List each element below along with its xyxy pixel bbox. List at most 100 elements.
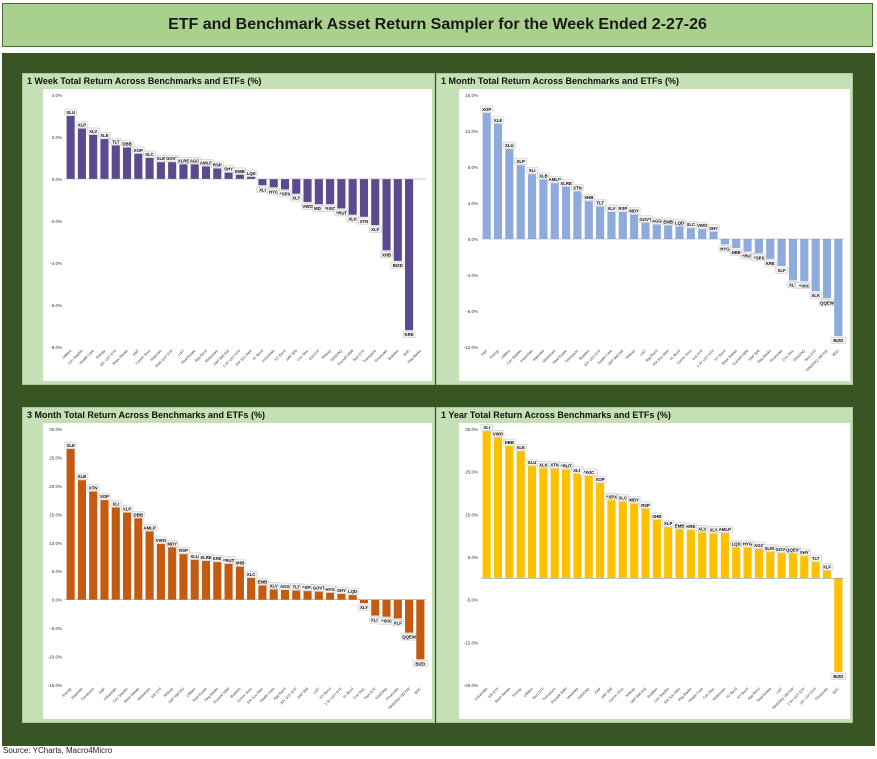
bar-tlt — [111, 145, 120, 179]
bar-ticker-label: XLK — [539, 462, 548, 467]
y-tick-label: 0.0% — [52, 177, 62, 182]
bar-ticker-label: XLRE — [200, 555, 212, 560]
bar-label-box — [717, 525, 733, 533]
bar-ticker-label: XHB — [584, 195, 593, 200]
bar-ticker-label: TLT — [596, 201, 604, 206]
bar-xhb — [382, 179, 391, 251]
bar-label-box — [525, 166, 539, 174]
bar-ticker-label: XLC — [687, 222, 696, 227]
chart-svg: -12.0% -8.0% -4.0% 0.0% 4.0% 8.0% 12.0% 16.0% XO… — [464, 93, 847, 372]
bar-label-box — [165, 540, 179, 548]
bar-ticker-label: MDY — [167, 541, 177, 546]
y-tick-label: -25.0% — [464, 683, 478, 688]
bar-ticker-label: RSP — [641, 503, 650, 508]
bar-ticker-label: XLB — [539, 174, 548, 179]
bar-ticker-label: XLI — [259, 187, 266, 192]
bar-agg — [652, 224, 661, 239]
bar-label-box — [593, 199, 607, 207]
x-category-label: Energy — [489, 349, 500, 360]
bar-ticker-label: SHY — [337, 588, 346, 593]
bar-ticker-label: TLT — [112, 139, 120, 144]
bar-ticker-label: DBB — [732, 250, 741, 255]
bar-spx — [607, 500, 616, 579]
bar-ticker-label: XLF — [823, 565, 831, 570]
bar-xlp — [77, 128, 86, 179]
bar-agg — [190, 164, 199, 179]
y-tick-label: 0.0% — [52, 598, 62, 603]
bar-ixic — [382, 599, 391, 617]
bar-label-box — [830, 336, 847, 344]
panel-1-week: 1 Week Total Return Across Benchmarks an… — [22, 73, 435, 385]
bar-label-box — [491, 430, 505, 438]
bar-xlf — [822, 570, 832, 579]
bar-ticker-label: MDY — [629, 498, 639, 503]
x-category-label: E&P — [594, 686, 602, 694]
bar-ticker-label: ^RUT — [223, 558, 235, 563]
bar-rsp — [213, 168, 222, 179]
bar-ticker-label: SHY — [800, 550, 809, 555]
y-tick-label: -12.0% — [464, 345, 478, 350]
bar-hyg — [720, 239, 729, 245]
source-note: Source: YCharts, Macro4Micro — [3, 746, 113, 755]
bar-label-box — [244, 169, 258, 177]
bar-xlf — [371, 179, 380, 226]
bar-label-box — [809, 554, 822, 562]
bar-ticker-label: EMB — [663, 220, 673, 225]
bar-tlt — [811, 562, 820, 579]
bar-ticker-label: XLY — [360, 605, 368, 610]
bar-spx — [754, 239, 764, 254]
bar-ticker-label: XHB — [652, 514, 661, 519]
bar-label-box — [764, 259, 777, 267]
bar-ticker-label: GOVT — [166, 156, 179, 161]
page-title: ETF and Benchmark Asset Return Sampler f… — [2, 3, 873, 47]
bar-ticker-label: AGG — [652, 219, 662, 224]
bar-xlc — [686, 228, 695, 239]
bar-label-box — [718, 245, 732, 253]
bar-kre — [686, 530, 695, 579]
bar-label-box — [627, 496, 641, 504]
y-tick-label: -15.0% — [464, 640, 478, 645]
bar-ticker-label: TLT — [292, 585, 300, 590]
bar-ticker-label: KRE — [213, 556, 222, 561]
bar-label-box — [346, 587, 359, 595]
bar-xlb — [573, 473, 582, 579]
bar-ixic — [800, 239, 809, 282]
y-tick-label: 15.0% — [49, 512, 62, 517]
bar-ticker-label: AGG — [190, 158, 200, 163]
bar-rsp — [179, 554, 188, 600]
bar-shy — [337, 593, 346, 600]
bar-label-box — [75, 121, 89, 129]
bar-qqew — [788, 553, 798, 579]
bar-spx — [303, 591, 312, 600]
x-category-label: Utilities — [523, 687, 534, 698]
y-tick-label: 0.0% — [468, 237, 478, 242]
x-category-label: UST — [639, 348, 647, 356]
bar-label-box — [707, 224, 720, 232]
y-tick-label: -5.0% — [466, 598, 478, 603]
y-tick-label: 8.0% — [468, 165, 478, 170]
bar-hyg — [326, 592, 335, 600]
y-tick-label: -4.0% — [50, 261, 62, 266]
bar-ticker-label: XLU — [528, 460, 537, 465]
bar-hyg — [743, 547, 752, 579]
bar-ticker-label: ^SPX — [606, 494, 617, 499]
bar-xlb — [77, 480, 86, 600]
panel-1-month: 1 Month Total Return Across Benchmarks a… — [436, 73, 853, 385]
y-tick-label: -2.0% — [50, 219, 62, 224]
bar-ticker-label: AGG — [280, 584, 290, 589]
panel-3-month: 3 Month Total Return Across Benchmarks a… — [22, 407, 435, 723]
bar-emb — [258, 585, 267, 600]
y-tick-label: -5.0% — [50, 626, 62, 631]
panel-1-year: 1 Year Total Return Across Benchmarks an… — [436, 407, 853, 723]
bar-ticker-label: XLP — [517, 159, 525, 164]
bar-label-box — [143, 150, 156, 158]
bar-ticker-label: LQD — [348, 589, 357, 594]
bar-ticker-label: XLV — [270, 583, 278, 588]
bar-xlk — [539, 468, 548, 579]
bar-ticker-label: XLF — [394, 620, 402, 625]
y-tick-label: 25.0% — [49, 455, 62, 460]
chart-title-3-month: 3 Month Total Return Across Benchmarks a… — [27, 410, 266, 420]
bar-xlk — [811, 239, 820, 292]
bar-kre — [405, 179, 414, 331]
bar-mdy — [630, 214, 639, 239]
